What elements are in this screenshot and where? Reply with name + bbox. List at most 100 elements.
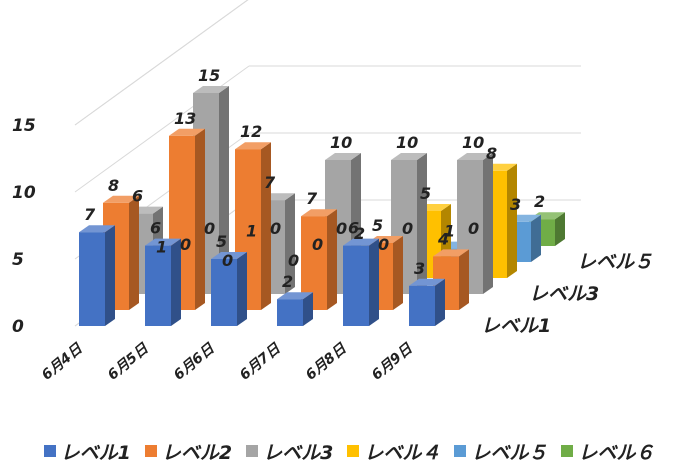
data-label: 0 [222, 251, 233, 270]
data-label: 0 [378, 235, 389, 254]
depth-axis-label: レベル５ [577, 251, 653, 273]
bar-top [391, 153, 427, 160]
bar-side [483, 153, 493, 294]
legend-swatch [144, 445, 157, 457]
data-label: 8 [108, 176, 119, 195]
bar-top [235, 142, 271, 150]
bar-front [79, 232, 105, 326]
data-label: 2 [282, 272, 293, 291]
legend-label: レベル５ [471, 441, 548, 464]
data-label: 7 [264, 173, 276, 192]
bar-side [459, 249, 469, 310]
bar-front [277, 299, 303, 326]
bar-top [325, 153, 361, 160]
bar-side [327, 209, 337, 310]
bar-レベル1-6月6日 [211, 252, 247, 326]
bar-レベル1-6月4日 [79, 225, 115, 326]
y-axis: 0 5 10 15 [12, 116, 36, 337]
bar-side [531, 214, 541, 262]
y-tick-label: 5 [12, 250, 24, 270]
bar-レベル1-6月5日 [145, 238, 181, 326]
data-label: 6 [132, 187, 143, 206]
bar-top [145, 238, 181, 246]
bar-top [211, 252, 247, 259]
bar-レベル1-6月9日 [409, 278, 445, 326]
data-label: 1 [246, 222, 257, 241]
data-label: 1 [156, 238, 167, 257]
data-label: 0 [288, 251, 299, 270]
data-label: 13 [174, 109, 196, 128]
bar-front [343, 245, 369, 326]
bar-レベル1-6月7日 [277, 292, 313, 326]
y-tick-label: 10 [12, 183, 36, 203]
data-label: 0 [204, 219, 215, 238]
depth-axis-label: レベル3 [529, 283, 599, 305]
data-label: 0 [312, 235, 323, 254]
data-label: 10 [462, 133, 484, 152]
bar-top [79, 225, 115, 233]
bar-top [193, 86, 229, 93]
data-label: 6 [348, 219, 359, 238]
legend-item: レベル５ [454, 438, 547, 465]
legend-item: レベル3 [246, 438, 333, 465]
chart-bars [79, 86, 565, 326]
bar-top [409, 278, 445, 286]
data-label: 0 [180, 235, 191, 254]
bar-side [171, 238, 181, 326]
bar-side [219, 86, 229, 294]
legend-item: レベル2 [144, 438, 232, 465]
x-axis: 6月4日 6月5日 6月6日 6月7日 6月8日 6月9日 [39, 340, 416, 383]
bar-side [369, 238, 379, 326]
data-label: 2 [534, 192, 545, 211]
data-labels: 2000003100108520011010107156457121383625… [84, 66, 545, 291]
data-label: 10 [396, 133, 418, 152]
data-label: 0 [468, 219, 479, 238]
bar-side [393, 236, 403, 310]
legend-label: レベル3 [263, 441, 334, 464]
legend-swatch [246, 445, 259, 457]
data-label: 15 [198, 66, 220, 85]
bar-side [555, 212, 565, 246]
bar-side [195, 128, 205, 310]
legend-item: レベル６ [561, 438, 654, 465]
data-label: 7 [84, 205, 96, 224]
bar-top [169, 128, 205, 136]
bar-side [129, 195, 139, 310]
data-label: 5 [420, 184, 431, 203]
data-label: 0 [336, 219, 347, 238]
depth-axis-label: レベル1 [481, 315, 551, 337]
bar-side [105, 225, 115, 326]
bar-side [237, 252, 247, 326]
data-label: 8 [486, 144, 497, 163]
legend-item: レベル４ [347, 438, 440, 465]
legend-swatch [454, 445, 467, 457]
bar-top [103, 195, 139, 203]
bar-top [277, 292, 313, 300]
chart-legend: レベル1 レベル2 レベル3 レベル４ レベル５ レベル６ [0, 437, 698, 465]
data-label: 2 [354, 224, 365, 243]
data-label: 6 [150, 219, 161, 238]
legend-swatch [561, 445, 574, 457]
legend-label: レベル６ [578, 441, 655, 464]
x-tick-label: 6月9日 [369, 340, 416, 383]
data-label: 12 [240, 122, 262, 141]
bar-top [343, 238, 379, 246]
data-label: 3 [414, 259, 425, 278]
bar-top [457, 153, 493, 160]
legend-item: レベル1 [43, 438, 131, 465]
gridline-side [74, 0, 249, 126]
x-tick-label: 6月7日 [237, 340, 284, 383]
depth-axis: レベル1 レベル3 レベル５ [481, 251, 653, 337]
bar-side [507, 163, 517, 278]
x-tick-label: 6月5日 [105, 340, 152, 383]
x-tick-label: 6月8日 [303, 340, 350, 383]
data-label: 10 [330, 133, 352, 152]
bar-front [211, 259, 237, 326]
bar-side [303, 292, 313, 326]
data-label: 5 [216, 232, 227, 251]
data-label: 4 [437, 229, 449, 248]
data-label: 3 [510, 195, 521, 214]
bar-side [435, 278, 445, 326]
bar-レベル1-6月8日 [343, 238, 379, 326]
x-tick-label: 6月4日 [39, 340, 86, 383]
